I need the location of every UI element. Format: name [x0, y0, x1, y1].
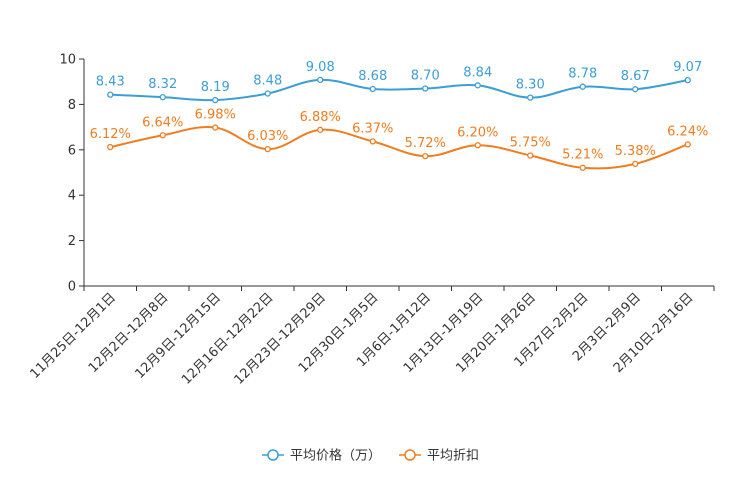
data-point [527, 152, 534, 159]
data-label: 6.64% [142, 115, 183, 130]
data-label: 5.38% [615, 144, 656, 159]
data-point [632, 86, 639, 93]
data-label: 5.75% [510, 135, 551, 150]
legend-label-2: 平均折扣 [427, 449, 479, 464]
data-point [317, 126, 324, 133]
data-label: 8.32 [148, 77, 177, 92]
legend-marker-1 [267, 449, 279, 461]
data-label: 8.43 [96, 75, 125, 90]
data-point [159, 132, 166, 139]
data-point [317, 76, 324, 84]
data-label: 6.88% [300, 110, 341, 125]
series-points [107, 76, 691, 171]
data-label: 5.72% [405, 136, 446, 151]
series-line-2 [110, 126, 689, 170]
x-tick-label: 12月23日-12月29日 [232, 290, 329, 387]
data-label: 8.78 [568, 67, 597, 82]
x-tick-label: 11月25日-12月1日 [27, 290, 119, 382]
data-label: 8.67 [621, 69, 650, 84]
data-label: 9.07 [673, 60, 702, 75]
x-tick-label: 12月16日-12月22日 [179, 290, 276, 387]
data-point [632, 160, 639, 168]
data-point [212, 124, 219, 131]
data-point [264, 90, 271, 97]
data-label: 8.30 [516, 78, 545, 93]
data-point [474, 142, 481, 149]
data-labels: 8.43 8.32 8.19 8.48 9.08 8.68 8.70 8.84 8.30 8.78… [90, 60, 709, 163]
data-label: 8.48 [253, 74, 282, 89]
y-tick-label: 10 [59, 53, 76, 68]
data-point [107, 91, 114, 98]
data-point [684, 141, 691, 148]
y-tick-label: 6 [68, 143, 76, 158]
data-point [579, 83, 586, 90]
y-tick-label: 8 [68, 98, 76, 113]
data-point [159, 93, 166, 101]
data-label: 8.19 [201, 80, 230, 95]
data-label: 8.68 [358, 69, 387, 84]
data-label: 6.03% [247, 129, 288, 144]
data-label: 6.37% [352, 121, 393, 136]
data-label: 6.20% [457, 125, 498, 140]
series-line-1 [110, 78, 688, 102]
data-point [369, 85, 376, 93]
data-point [422, 85, 429, 92]
data-point [579, 164, 586, 171]
axes: 024681011月25日-12月1日12月2日-12月8日12月9日-12月1… [27, 53, 715, 388]
y-tick-label: 4 [68, 189, 76, 204]
legend-label-1: 平均价格（万） [290, 448, 381, 464]
data-point [107, 143, 114, 151]
data-label: 5.21% [562, 148, 603, 163]
data-label: 8.70 [411, 69, 440, 84]
y-tick-label: 2 [68, 234, 76, 249]
data-point [264, 145, 271, 153]
series-lines [110, 78, 689, 170]
data-point [527, 94, 534, 101]
data-label: 8.84 [463, 65, 492, 80]
legend[interactable]: 平均价格（万） 平均折扣 [262, 448, 479, 464]
data-point [422, 153, 429, 160]
data-point [369, 138, 376, 145]
data-point [684, 76, 691, 84]
data-label: 6.12% [90, 127, 131, 142]
data-point [474, 82, 481, 89]
legend-marker-2 [404, 449, 416, 461]
data-label: 6.98% [195, 108, 236, 123]
data-point [212, 96, 219, 104]
data-label: 6.24% [667, 124, 708, 139]
data-label: 9.08 [306, 60, 335, 75]
y-tick-label: 0 [68, 280, 76, 295]
